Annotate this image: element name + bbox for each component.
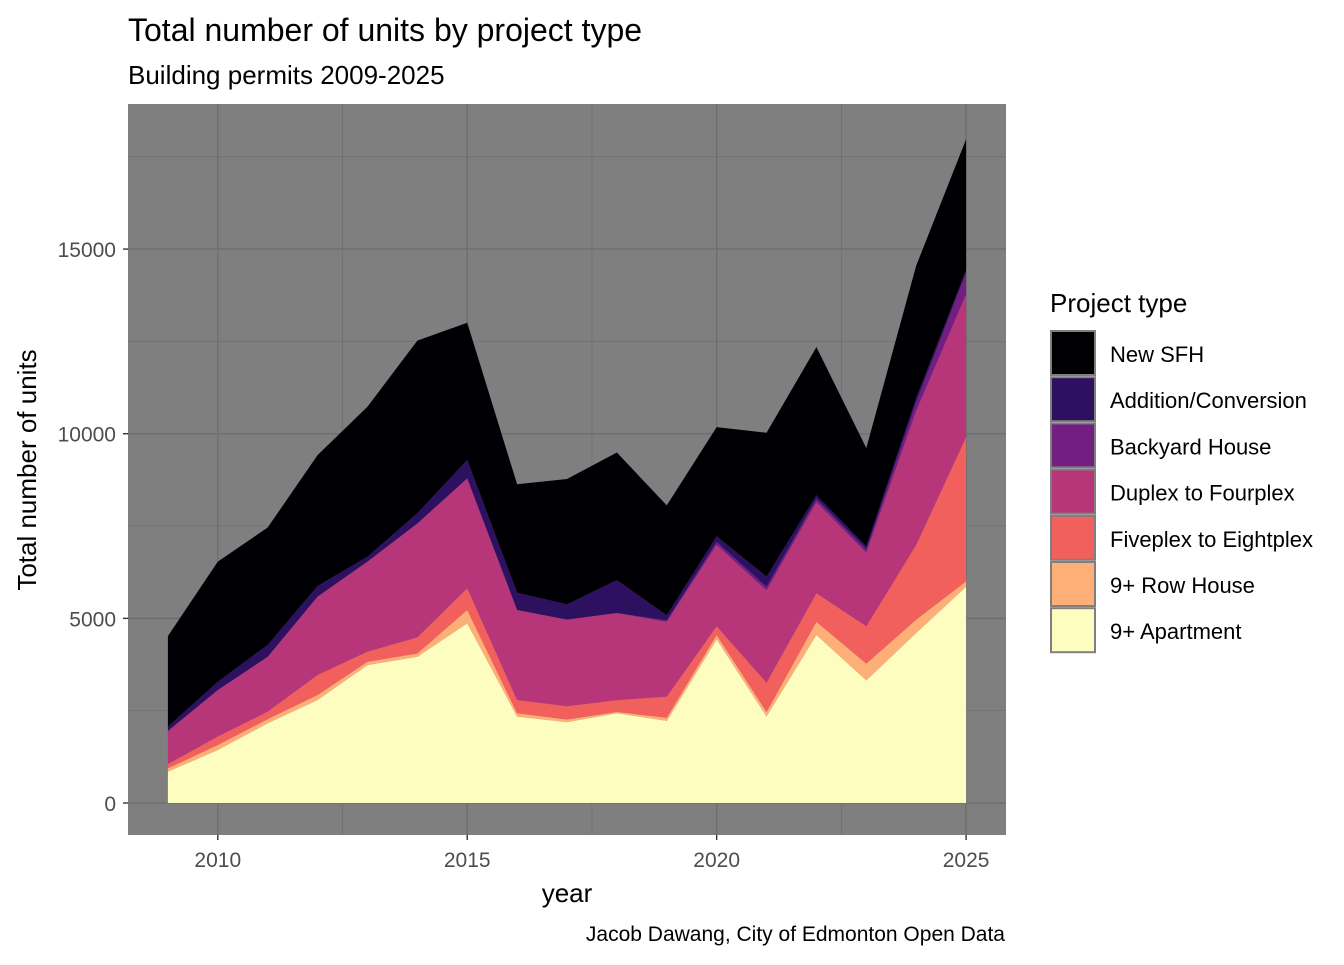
area-fiveplex-to-eightplex [167,437,967,769]
legend-key [1050,514,1096,561]
chart-title: Total number of units by project type [128,12,642,48]
y-tick-label: 10000 [58,424,116,447]
y-tick-label: 15000 [58,239,116,262]
legend-key [1050,330,1096,376]
legend-label: 9+ Row House [1110,573,1255,598]
areas [167,139,967,804]
legend: Project type New SFH Addition/Conversion B… [1050,288,1313,654]
legend-key [1050,422,1096,469]
y-tick-label: 5000 [69,608,116,631]
x-tick-label: 2010 [194,849,241,872]
legend-key [1050,468,1096,515]
x-axis: 2010 2015 2020 2025 [194,835,989,872]
chart-subtitle: Building permits 2009-2025 [128,60,445,90]
legend-key [1050,376,1096,423]
area-duplex-to-fourplex [167,294,967,765]
legend-label: Duplex to Fourplex [1110,481,1295,506]
legend-key [1050,561,1096,607]
area-new-sfh [167,139,967,727]
y-axis-label: Total number of units [12,349,42,590]
y-axis: 0 5000 10000 15000 [58,239,128,816]
legend-title: Project type [1050,288,1187,318]
area-9-apartment [167,586,967,804]
legend-label: Addition/Conversion [1110,388,1307,413]
legend-label: 9+ Apartment [1110,619,1241,644]
x-axis-label: year [542,878,593,908]
legend-key [1050,607,1096,654]
x-tick-label: 2015 [444,849,491,872]
legend-label: New SFH [1110,342,1204,367]
y-tick-label: 0 [104,793,116,816]
legend-label: Fiveplex to Eightplex [1110,527,1313,552]
x-tick-label: 2025 [943,849,990,872]
chart-caption: Jacob Dawang, City of Edmonton Open Data [586,923,1005,946]
legend-label: Backyard House [1110,434,1271,459]
x-tick-label: 2020 [693,849,740,872]
